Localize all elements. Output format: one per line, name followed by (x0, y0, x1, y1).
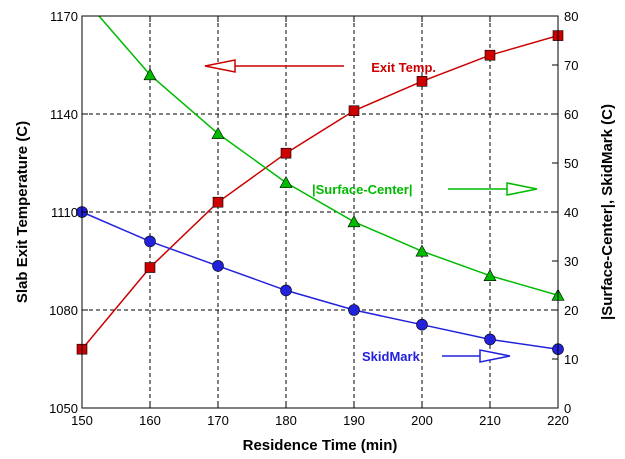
annotation-arrow-head (479, 349, 511, 363)
y-right-tick-label: 80 (564, 9, 578, 24)
data-point-exit-temp (348, 105, 360, 117)
x-tick-label: 220 (547, 413, 569, 428)
series-line-skidmark (82, 211, 558, 350)
data-point-skidmark (212, 260, 224, 272)
x-tick-label: 180 (275, 413, 297, 428)
data-point-exit-temp (280, 147, 292, 159)
annotation-surface-center: |Surface-Center| (312, 182, 412, 197)
data-point-exit-temp (212, 196, 224, 208)
annotations: Exit Temp. |Surface-Center| SkidMark (204, 59, 538, 364)
data-point-surface-center (279, 175, 293, 188)
y-right-tick-label: 30 (564, 254, 578, 269)
x-tick-label: 150 (71, 413, 93, 428)
y-left-tick-label: 1170 (50, 9, 78, 24)
annotation-exit-temp: Exit Temp. (371, 60, 436, 75)
y-right-tick-label: 50 (564, 156, 578, 171)
series-line-surface-center (98, 16, 558, 297)
y-right-tick-label: 60 (564, 107, 578, 122)
data-point-skidmark (484, 333, 496, 346)
data-point-surface-center (143, 68, 157, 81)
ticks: 150 160 170 180 190 200 210 2201050108011101140… (49, 9, 578, 428)
y-left-tick-label: 1050 (49, 401, 78, 416)
y-right-tick-label: 70 (564, 58, 578, 73)
data-point-exit-temp (416, 76, 428, 87)
data-point-exit-temp (144, 262, 156, 273)
data-point-surface-center (347, 215, 361, 228)
data-point-skidmark (144, 235, 156, 248)
y-right-tick-label: 0 (564, 401, 571, 416)
y-left-tick-label: 1110 (51, 205, 78, 220)
data-point-skidmark (416, 318, 428, 331)
y-left-tick-label: 1140 (50, 107, 78, 122)
data-point-surface-center (483, 269, 497, 282)
annotation-skidmark: SkidMark (362, 349, 421, 364)
x-tick-label: 200 (411, 413, 433, 428)
series-line-exit-temp (82, 34, 558, 350)
data-point-surface-center (415, 244, 429, 257)
x-tick-label: 170 (207, 413, 229, 428)
grid (82, 16, 558, 408)
annotation-arrow-head (506, 182, 538, 196)
data-point-skidmark (348, 304, 360, 316)
x-tick-label: 210 (479, 413, 501, 428)
y-right-tick-label: 40 (564, 205, 578, 220)
y-axis-right-title: |Surface-Center|, SkidMark (C) (599, 104, 616, 320)
series-layer (82, 16, 558, 350)
x-tick-label: 160 (139, 413, 161, 428)
y-left-tick-label: 1080 (49, 303, 78, 318)
annotation-arrow-head (204, 59, 236, 73)
x-axis-title: Residence Time (min) (243, 437, 398, 454)
data-point-skidmark (280, 284, 292, 297)
y-axis-left-title: Slab Exit Temperature (C) (14, 121, 31, 303)
data-point-surface-center (211, 126, 225, 139)
y-right-tick-label: 20 (564, 303, 578, 318)
x-tick-label: 190 (343, 413, 365, 428)
y-right-tick-label: 10 (564, 352, 578, 367)
data-point-exit-temp (484, 49, 496, 61)
